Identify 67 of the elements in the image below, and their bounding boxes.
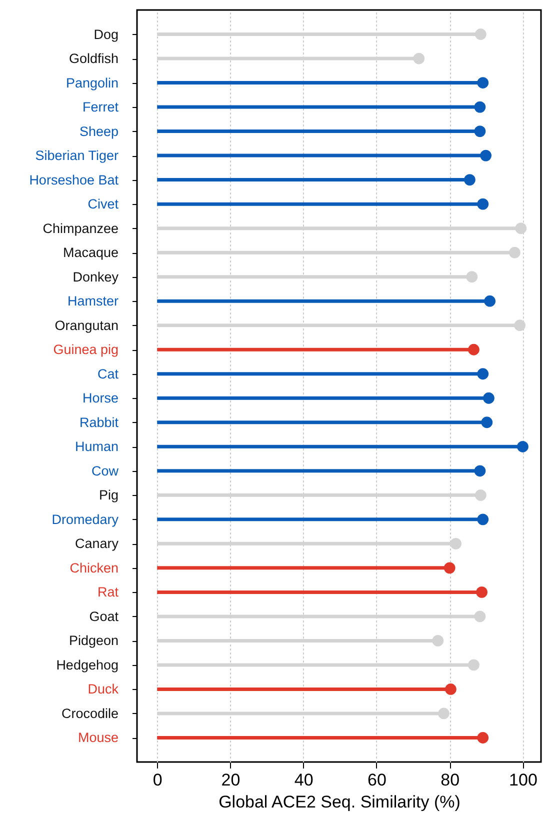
point bbox=[515, 222, 527, 234]
x-tick-label: 80 bbox=[440, 770, 460, 790]
point bbox=[483, 392, 494, 404]
point bbox=[450, 538, 462, 550]
y-tick-label: Human bbox=[74, 439, 118, 454]
point bbox=[484, 295, 496, 307]
y-tick-label: Sheep bbox=[79, 124, 118, 139]
point bbox=[477, 514, 489, 526]
y-tick-label: Dromedary bbox=[52, 512, 119, 527]
y-tick-label: Guinea pig bbox=[53, 342, 118, 358]
point bbox=[432, 635, 444, 646]
point bbox=[444, 684, 456, 695]
point bbox=[468, 344, 480, 356]
point bbox=[474, 28, 486, 40]
y-tick-label: Duck bbox=[88, 682, 119, 697]
y-tick-label: Cow bbox=[91, 463, 119, 478]
y-tick-label: Horseshoe Bat bbox=[29, 172, 119, 188]
y-tick-label: Hamster bbox=[67, 294, 119, 309]
y-tick-label: Rat bbox=[97, 584, 119, 600]
x-tick-label: 20 bbox=[221, 770, 240, 790]
x-tick-label: 40 bbox=[294, 770, 314, 790]
y-tick-label: Crocodile bbox=[61, 706, 118, 721]
y-tick-label: Donkey bbox=[72, 269, 119, 284]
y-tick-label: Civet bbox=[88, 196, 119, 212]
y-tick-label: Goldfish bbox=[68, 51, 118, 66]
point bbox=[480, 150, 492, 162]
point bbox=[464, 174, 476, 186]
point bbox=[476, 586, 488, 598]
point bbox=[474, 465, 486, 477]
y-tick-label: Rabbit bbox=[79, 414, 119, 430]
y-tick-label: Hedgehog bbox=[56, 657, 118, 672]
y-tick-label: Macaque bbox=[62, 245, 118, 260]
y-tick-label: Orangutan bbox=[54, 318, 118, 333]
point bbox=[474, 489, 486, 501]
y-tick-label: Mouse bbox=[78, 730, 118, 746]
x-tick-label: 0 bbox=[152, 770, 162, 790]
y-tick-label: Pig bbox=[98, 488, 118, 503]
point bbox=[474, 610, 486, 622]
y-tick-label: Siberian Tiger bbox=[35, 148, 119, 164]
x-tick-label: 60 bbox=[368, 770, 386, 790]
x-tick-label: 100 bbox=[509, 770, 538, 790]
y-tick-label: Cat bbox=[97, 366, 119, 382]
point bbox=[468, 659, 480, 671]
point bbox=[477, 198, 489, 210]
point bbox=[508, 246, 520, 258]
point bbox=[477, 732, 489, 744]
point bbox=[481, 416, 493, 428]
point bbox=[517, 440, 528, 452]
y-tick-label: Chimpanzee bbox=[42, 220, 118, 236]
y-tick-label: Canary bbox=[74, 536, 119, 552]
point bbox=[444, 562, 456, 574]
point bbox=[466, 271, 478, 283]
point bbox=[474, 126, 486, 137]
y-tick-label: Goat bbox=[89, 608, 119, 624]
point bbox=[438, 708, 450, 720]
point bbox=[474, 101, 486, 113]
point bbox=[413, 52, 425, 64]
y-tick-label: Chicken bbox=[70, 560, 118, 576]
x-axis-title: Global ACE2 Seq. Similarity (%) bbox=[218, 792, 460, 812]
point bbox=[514, 320, 526, 332]
y-tick-label: Horse bbox=[82, 390, 118, 406]
y-tick-label: Ferret bbox=[82, 100, 119, 115]
y-tick-label: Dog bbox=[94, 26, 118, 42]
point bbox=[477, 77, 489, 88]
point bbox=[477, 368, 489, 380]
y-tick-label: Pangolin bbox=[66, 75, 118, 90]
y-tick-label: Pidgeon bbox=[68, 633, 118, 648]
